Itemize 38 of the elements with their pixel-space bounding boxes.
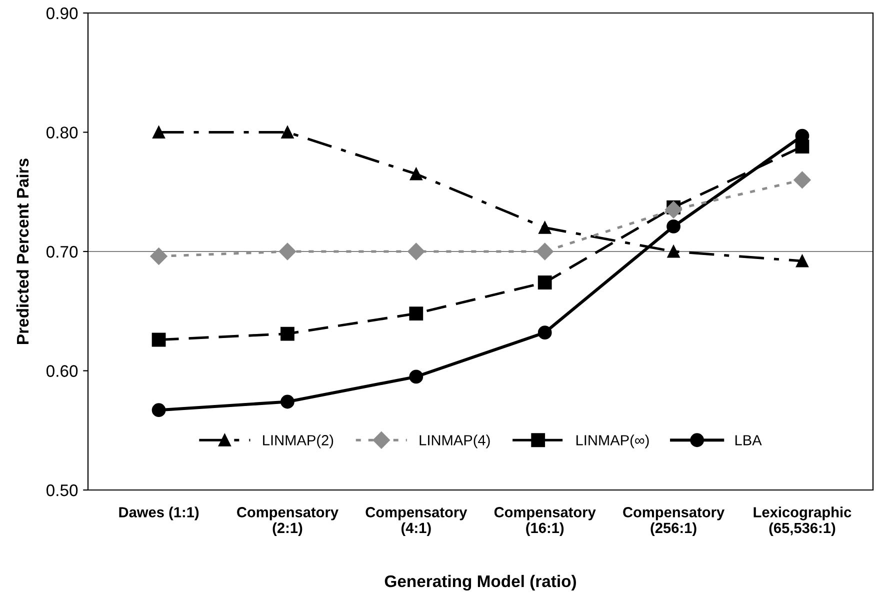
legend-label: LINMAP(4) — [420, 434, 490, 448]
y-tick-label: 0.60 — [46, 365, 78, 377]
point — [278, 242, 296, 260]
point — [666, 220, 680, 234]
point — [538, 326, 552, 340]
y-tick-label: 0.90 — [46, 7, 78, 20]
point — [280, 326, 294, 341]
x-tick-label: Compensatory (256:1) — [623, 507, 725, 536]
point — [281, 126, 294, 138]
point — [409, 306, 424, 320]
point — [280, 394, 294, 409]
y-tick-label: 0.70 — [46, 246, 78, 258]
point — [152, 126, 166, 138]
y-tick-label: 0.50 — [46, 484, 78, 496]
point — [152, 332, 166, 347]
point — [538, 276, 552, 290]
point — [667, 245, 680, 258]
x-tick-label: Compensatory (2:1) — [237, 507, 338, 536]
x-tick-label: Compensatory (16:1) — [494, 507, 596, 536]
y-axis-title: Predicted Percent Pairs — [16, 158, 29, 344]
legend-label: LBA — [735, 435, 762, 446]
point — [408, 242, 425, 260]
point — [796, 254, 808, 268]
point — [536, 242, 554, 260]
point — [794, 171, 811, 188]
x-tick-label: Dawes (1:1) — [119, 506, 199, 520]
x-tick-label: Compensatory (4:1) — [366, 507, 468, 536]
point — [150, 248, 168, 265]
point — [664, 201, 682, 218]
point — [538, 221, 552, 234]
point — [409, 370, 424, 384]
legend-label: LINMAP(∞) — [576, 434, 649, 448]
point — [410, 168, 422, 180]
legend-label: LINMAP(2) — [263, 434, 334, 448]
y-tick-label: 0.80 — [46, 126, 78, 138]
x-tick-label: Lexicographic (65,536:1) — [754, 506, 852, 536]
x-axis-title: Generating Model (ratio) — [384, 574, 576, 591]
point — [152, 403, 166, 418]
